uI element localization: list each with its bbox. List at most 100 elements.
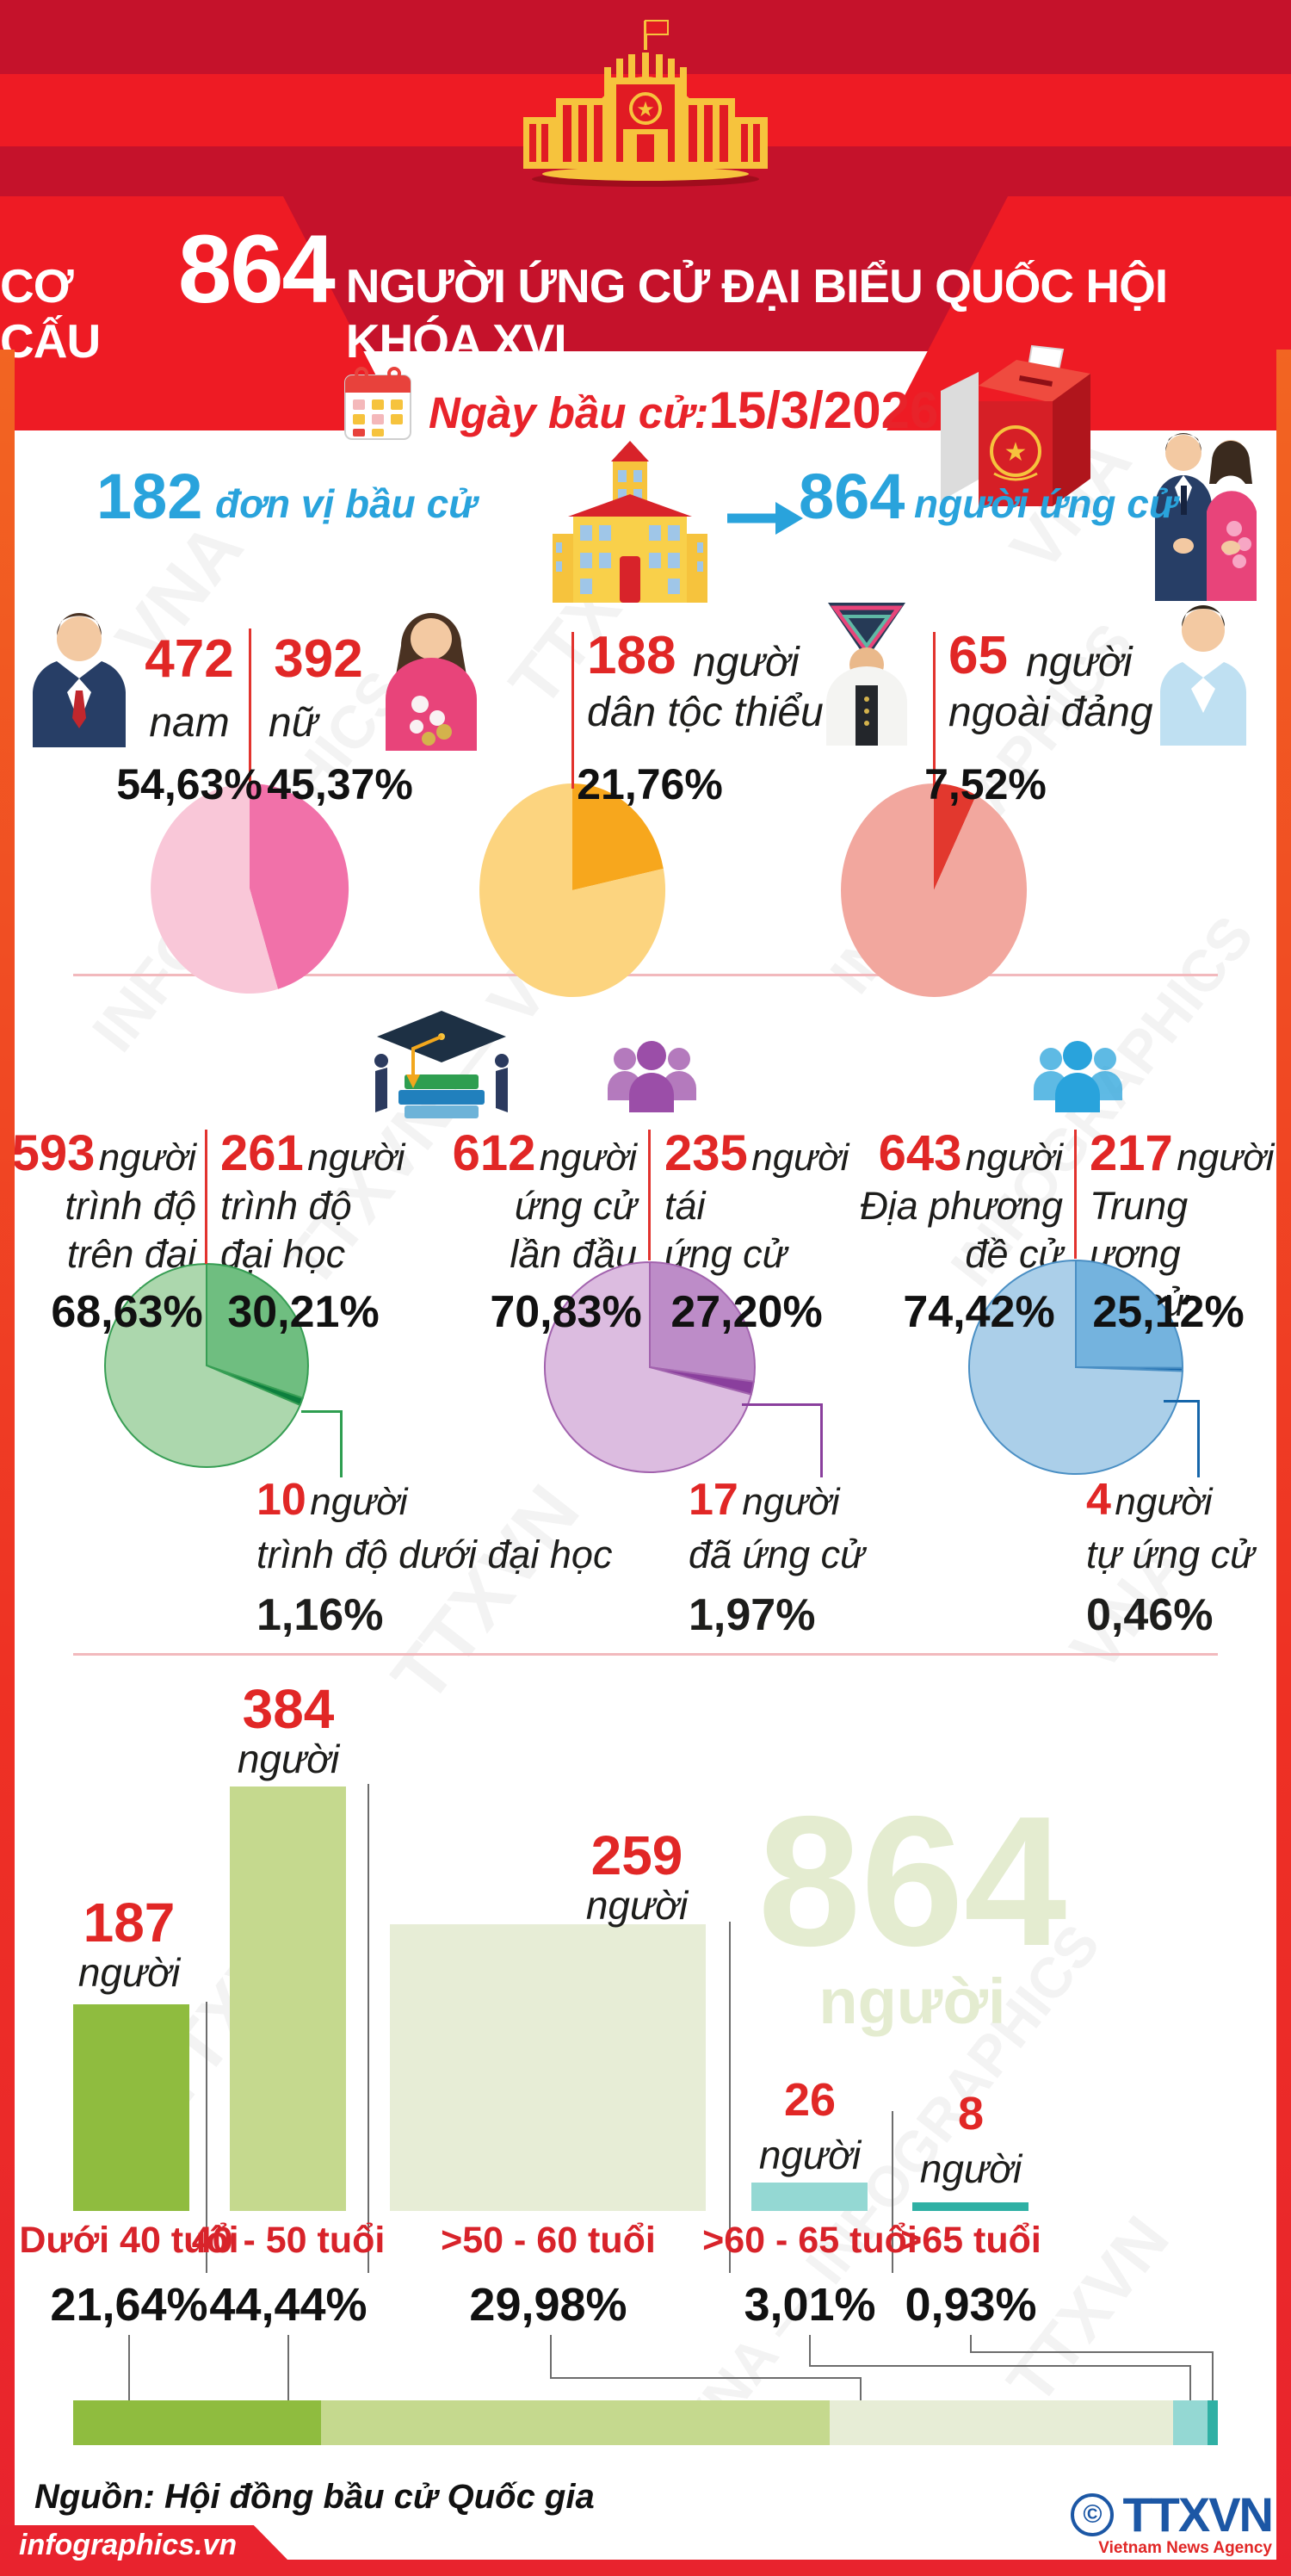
edu-postgrad-line1: trình độ bbox=[65, 1184, 196, 1228]
election-date: Ngày bầu cử:15/3/2026 bbox=[429, 381, 938, 440]
bar-value: 187 bbox=[83, 1892, 176, 1954]
bar-divider bbox=[729, 1922, 731, 2273]
self-nominated-percent: 0,46% bbox=[1086, 1590, 1214, 1640]
bar-percent: 44,44% bbox=[209, 2279, 368, 2331]
age-bar bbox=[912, 2202, 1028, 2211]
central-nominated-line1: Trung ương bbox=[1090, 1184, 1189, 1276]
self-nominated-line1: tự ứng cử bbox=[1086, 1533, 1255, 1576]
firsttime-line1: ứng cử bbox=[514, 1184, 637, 1228]
ethnic-unit: người bbox=[693, 640, 800, 685]
ttxvn-logo: © TTXVN Vietnam News Agency bbox=[1066, 2486, 1274, 2558]
bar-percent: 21,64% bbox=[50, 2279, 208, 2331]
section-divider bbox=[73, 1653, 1218, 1656]
female-candidate-icon bbox=[368, 594, 493, 751]
age-bar bbox=[73, 2004, 189, 2211]
edu-below-percent: 1,16% bbox=[256, 1590, 384, 1640]
bottom-band bbox=[0, 2560, 1291, 2576]
agency-subtitle: Vietnam News Agency bbox=[1098, 2539, 1272, 2557]
previously-ran-line1: đã ứng cử bbox=[689, 1533, 865, 1576]
age-bar bbox=[230, 1786, 346, 2211]
right-border-strip bbox=[1276, 350, 1291, 2576]
bar-divider bbox=[206, 2002, 207, 2273]
candidates-couple-icon bbox=[1145, 418, 1265, 604]
bar-unit: người bbox=[758, 2133, 862, 2177]
nonparty-label: ngoài đảng bbox=[948, 690, 1153, 735]
age-bar bbox=[390, 1924, 706, 2211]
firsttime-callout-line-h bbox=[742, 1403, 823, 1406]
bar-percent: 3,01% bbox=[744, 2279, 876, 2331]
nomination-pie-chart bbox=[967, 1258, 1185, 1477]
units-label: đơn vị bầu cử bbox=[215, 481, 477, 526]
self-nominated-callout-line-h bbox=[1164, 1400, 1200, 1403]
central-nominated-count: 217 bbox=[1090, 1125, 1173, 1181]
recandidate-unit: người bbox=[751, 1136, 849, 1179]
stacked-segment bbox=[1207, 2400, 1218, 2445]
previously-ran-label: 17 người đã ứng cử 1,97% bbox=[689, 1474, 865, 1641]
nonparty-leader-line bbox=[933, 632, 936, 789]
previously-ran-unit: người bbox=[742, 1481, 840, 1523]
header: ★ CƠ CẤU 864 NGƯỜI ỨNG CỬ ĐẠI B bbox=[0, 0, 1291, 430]
nonparty-percent: 7,52% bbox=[924, 760, 1047, 808]
nomination-leader-line bbox=[1074, 1130, 1077, 1259]
bar-category: >50 - 60 tuổi bbox=[441, 2220, 656, 2261]
local-nominated-line1: Địa phương bbox=[860, 1184, 1063, 1228]
female-count: 392 bbox=[274, 629, 363, 689]
agency-name: TTXVN bbox=[1122, 2487, 1274, 2542]
firsttime-leader-line bbox=[648, 1130, 651, 1260]
firsttime-pie-chart bbox=[542, 1260, 757, 1475]
title-number: 864 bbox=[177, 215, 336, 323]
nonparty-count: 65 bbox=[948, 626, 1008, 685]
central-nominated-percent: 25,12% bbox=[1092, 1287, 1245, 1337]
title-suffix: NGƯỜI ỨNG CỬ ĐẠI BIỂU QUỐC HỘI KHÓA XVI bbox=[345, 259, 1168, 368]
edu-below-label: 10 người trình độ dưới đại học 1,16% bbox=[256, 1474, 612, 1641]
edu-below-unit: người bbox=[310, 1481, 408, 1523]
nonparty-pie-chart bbox=[838, 781, 1029, 1000]
female-percent: 45,37% bbox=[267, 760, 413, 808]
first-time-group-icon bbox=[602, 1033, 701, 1128]
bar-unit: người bbox=[585, 1883, 689, 1928]
bar-unit: người bbox=[919, 2146, 1022, 2191]
brand-ribbon bbox=[0, 2525, 288, 2561]
edu-grad-count: 261 bbox=[220, 1125, 304, 1181]
firsttime-callout-line-v bbox=[820, 1403, 823, 1477]
edu-grad-label: 261 người trình độ đại học bbox=[220, 1124, 418, 1279]
edu-callout-line-h bbox=[301, 1410, 343, 1413]
source-note: Nguồn: Hội đồng bầu cử Quốc gia bbox=[34, 2478, 595, 2516]
male-count: 472 bbox=[145, 629, 234, 689]
election-date-label: Ngày bầu cử: bbox=[429, 388, 709, 437]
ethnic-pie-chart bbox=[477, 781, 668, 1000]
firsttime-percent: 70,83% bbox=[490, 1287, 642, 1337]
edu-postgrad-unit: người bbox=[98, 1136, 196, 1179]
stacked-segment bbox=[829, 2400, 1173, 2445]
stacked-segment bbox=[1172, 2400, 1208, 2445]
bar-unit: người bbox=[237, 1737, 340, 1781]
local-nominated-unit: người bbox=[965, 1136, 1063, 1179]
brand-name: infographics.vn bbox=[19, 2529, 238, 2561]
ballot-box-icon: ★ bbox=[934, 337, 1097, 579]
stacked-segment bbox=[320, 2400, 830, 2445]
arrow-right-icon bbox=[727, 499, 805, 537]
left-border-strip bbox=[0, 350, 15, 2576]
bar-value: 8 bbox=[957, 2088, 985, 2139]
polling-station-icon bbox=[544, 441, 716, 606]
female-label: nữ bbox=[269, 700, 318, 746]
bar-category: 40 - 50 tuổi bbox=[191, 2220, 386, 2261]
male-label: nam bbox=[149, 700, 230, 746]
recandidate-line1: tái bbox=[664, 1184, 706, 1228]
candidates-label: người ứng cử bbox=[914, 481, 1177, 526]
firsttime-count: 612 bbox=[452, 1125, 536, 1181]
ethnic-minority-woman-icon bbox=[816, 592, 917, 746]
firsttime-unit: người bbox=[539, 1136, 637, 1179]
edu-callout-line-v bbox=[340, 1410, 343, 1477]
edu-leader-line bbox=[205, 1130, 207, 1264]
nomination-group-icon bbox=[1028, 1033, 1127, 1128]
title-prefix: CƠ CẤU bbox=[0, 259, 101, 368]
nonparty-unit: người bbox=[1026, 640, 1133, 685]
edu-postgrad-label: 593 người trình độ trên đại học bbox=[9, 1124, 196, 1327]
bar-divider bbox=[368, 1784, 369, 2273]
age-share-stacked-bar bbox=[73, 2400, 1218, 2445]
male-percent: 54,63% bbox=[116, 760, 263, 808]
firsttime-label: 612 người ứng cử lần đầu bbox=[439, 1124, 637, 1279]
bar-divider bbox=[892, 2111, 893, 2273]
